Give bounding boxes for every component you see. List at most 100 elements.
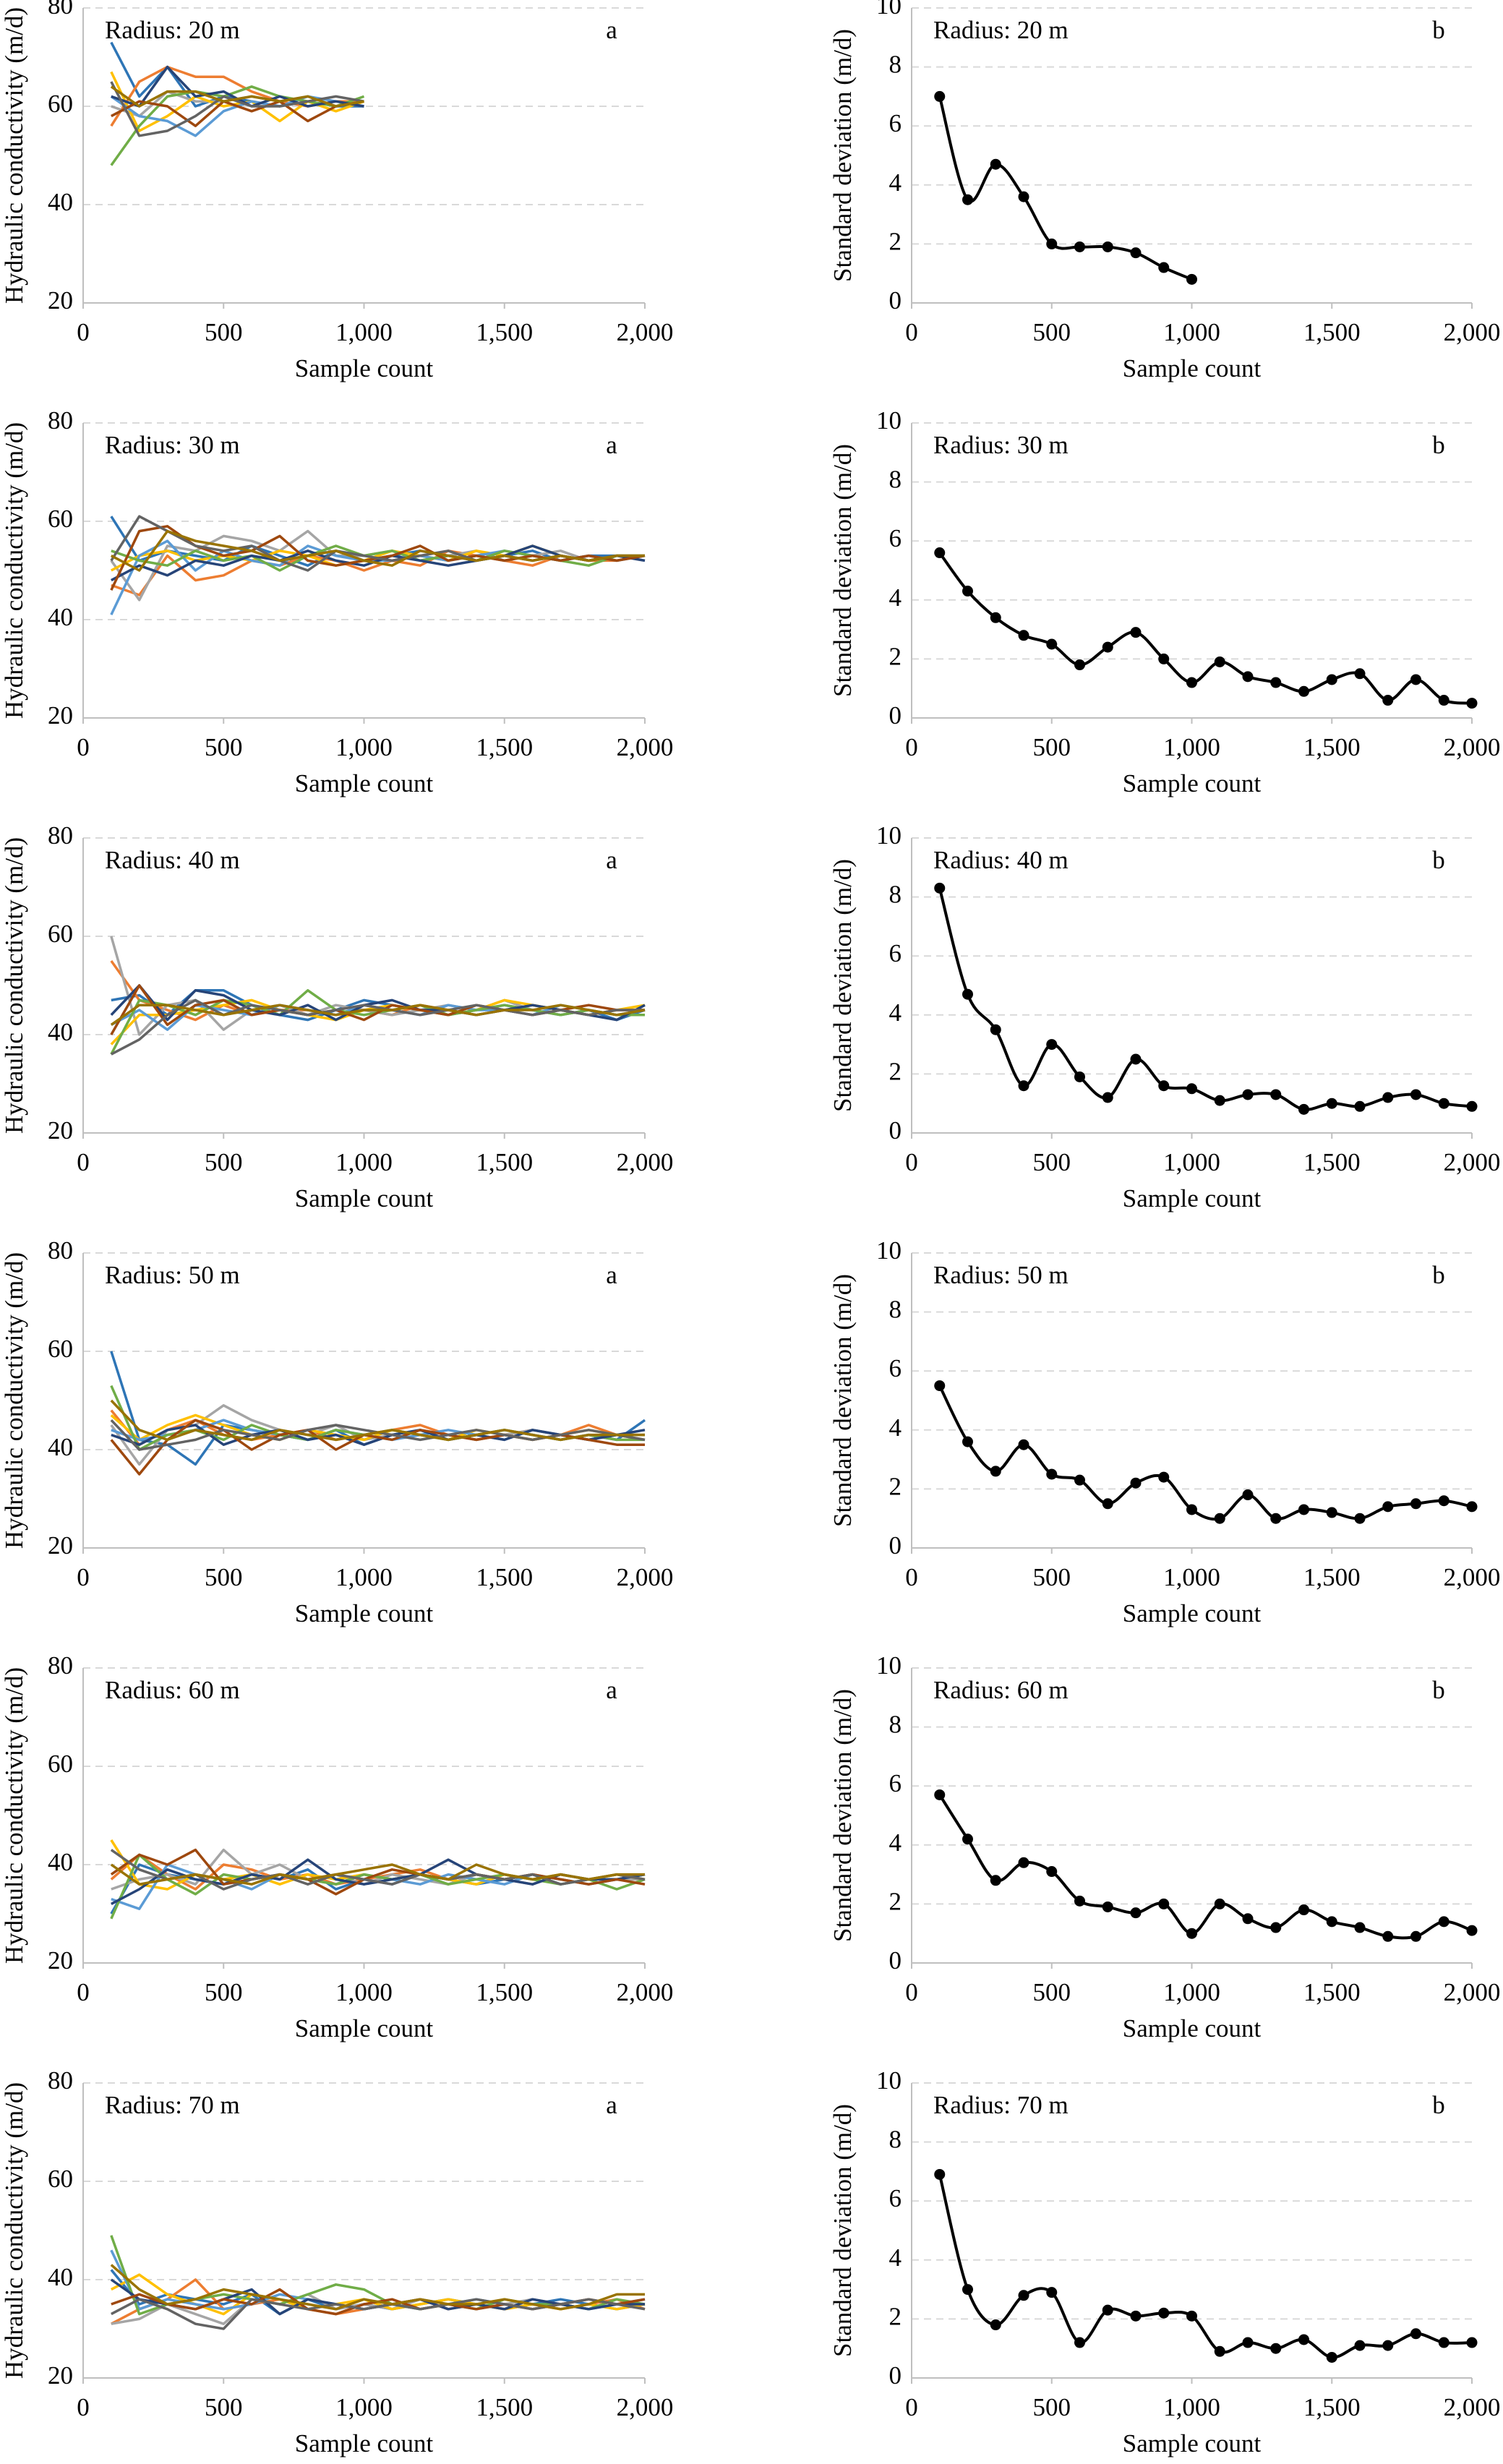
x-tick-label: 500 <box>205 1563 243 1591</box>
y-axis-label: Hydraulic conductivity (m/d) <box>0 1667 28 1964</box>
series-line <box>111 2298 646 2330</box>
data-point <box>1270 2343 1282 2354</box>
panel-label: b <box>1432 431 1445 459</box>
y-axis-label: Standard deviation (m/d) <box>828 29 857 282</box>
y-tick-label: 4 <box>889 168 902 197</box>
y-tick-label: 40 <box>48 188 73 216</box>
data-point <box>990 612 1001 623</box>
y-tick-label: 40 <box>48 603 73 631</box>
data-point <box>1102 2304 1113 2316</box>
x-tick-label: 1,000 <box>335 733 393 761</box>
data-point <box>1102 1901 1113 1912</box>
x-tick-label: 1,000 <box>335 1563 393 1591</box>
data-point <box>1438 695 1450 706</box>
y-tick-label: 4 <box>889 2243 902 2272</box>
x-tick-label: 0 <box>77 1978 90 2006</box>
y-tick-label: 10 <box>876 406 902 435</box>
data-point <box>1102 241 1113 252</box>
y-axis-label: Standard deviation (m/d) <box>828 444 857 697</box>
series-line <box>111 100 364 127</box>
data-point <box>990 1466 1001 1477</box>
y-tick-label: 80 <box>48 1236 73 1265</box>
y-tick-label: 2 <box>889 1472 902 1500</box>
data-point <box>1102 641 1113 653</box>
data-point <box>1074 241 1085 252</box>
series-line <box>938 1794 1473 1940</box>
data-point <box>1242 671 1254 683</box>
x-tick-label: 1,000 <box>335 1978 393 2006</box>
panel-label: a <box>606 1676 617 1704</box>
data-point <box>1410 1089 1421 1100</box>
y-tick-label: 2 <box>889 642 902 670</box>
annotation: Radius: 40 m <box>105 846 240 874</box>
y-tick-label: 6 <box>889 109 902 137</box>
x-tick-label: 2,000 <box>1444 2393 1501 2421</box>
panel: 0 2 4 6 8 10 0 500 1,000 1,500 2,000 Sample count St… <box>828 1651 1500 2042</box>
data-point <box>962 2284 973 2296</box>
y-tick-label: 2 <box>889 2302 902 2330</box>
x-tick-label: 500 <box>205 2393 243 2421</box>
panel-label: a <box>606 2091 617 2119</box>
data-point <box>934 1380 946 1392</box>
y-axis-label: Standard deviation (m/d) <box>828 859 857 1112</box>
data-point <box>1102 1498 1113 1510</box>
y-tick-label: 60 <box>48 2165 73 2193</box>
x-tick-label: 2,000 <box>1444 1148 1501 1176</box>
x-axis-label: Sample count <box>1123 1599 1262 1627</box>
y-tick-label: 60 <box>48 1750 73 1778</box>
y-tick-label: 6 <box>889 1769 902 1797</box>
x-tick-label: 1,500 <box>1303 1978 1361 2006</box>
x-axis-label: Sample count <box>295 354 434 382</box>
data-point <box>1354 1513 1366 1524</box>
panel-label: a <box>606 1261 617 1289</box>
y-tick-label: 8 <box>889 466 902 494</box>
y-tick-label: 4 <box>889 998 902 1027</box>
data-point <box>1214 1513 1225 1524</box>
x-tick-label: 0 <box>77 733 90 761</box>
data-point <box>1326 1098 1337 1109</box>
data-point <box>1018 1080 1029 1092</box>
data-point <box>1438 1098 1450 1109</box>
x-axis-label: Sample count <box>295 2014 434 2042</box>
data-point <box>1018 1439 1029 1450</box>
data-point <box>1046 2287 1058 2298</box>
data-point <box>1410 2328 1421 2340</box>
data-point <box>990 2319 1001 2331</box>
panel-label: b <box>1432 2091 1445 2119</box>
data-point <box>1130 247 1142 259</box>
y-axis-label: Hydraulic conductivity (m/d) <box>0 2082 28 2379</box>
x-axis-label: Sample count <box>295 1599 434 1627</box>
x-tick-label: 500 <box>205 733 243 761</box>
data-point <box>1018 630 1029 641</box>
x-axis-label: Sample count <box>1123 1184 1262 1212</box>
y-tick-label: 20 <box>48 286 73 315</box>
x-axis-label: Sample count <box>1123 2429 1262 2457</box>
x-tick-label: 500 <box>1033 1978 1071 2006</box>
data-point <box>1298 2334 1309 2345</box>
y-tick-label: 80 <box>48 406 73 435</box>
x-tick-label: 500 <box>1033 2393 1071 2421</box>
x-tick-label: 1,000 <box>1163 2393 1220 2421</box>
y-tick-label: 6 <box>889 939 902 967</box>
y-tick-label: 8 <box>889 1296 902 1324</box>
series-line <box>111 998 645 1056</box>
x-tick-label: 0 <box>905 2393 918 2421</box>
data-point <box>934 1789 946 1800</box>
x-tick-label: 1,500 <box>476 318 533 346</box>
x-tick-label: 500 <box>205 1978 243 2006</box>
x-tick-label: 1,500 <box>1303 1563 1361 1591</box>
data-point <box>1214 1898 1225 1909</box>
x-tick-label: 1,500 <box>476 1978 533 2006</box>
data-point <box>1046 1039 1058 1051</box>
x-tick-label: 1,500 <box>1303 733 1361 761</box>
x-tick-label: 2,000 <box>617 1978 674 2006</box>
series-line <box>110 81 364 137</box>
data-point <box>1046 1468 1058 1480</box>
data-point <box>1354 668 1366 680</box>
y-tick-label: 6 <box>889 1354 902 1382</box>
x-tick-label: 2,000 <box>1444 1978 1501 2006</box>
y-tick-label: 80 <box>48 821 73 850</box>
y-axis-label: Hydraulic conductivity (m/d) <box>0 837 28 1134</box>
data-point <box>1466 1501 1478 1513</box>
series-line <box>110 1848 646 1896</box>
